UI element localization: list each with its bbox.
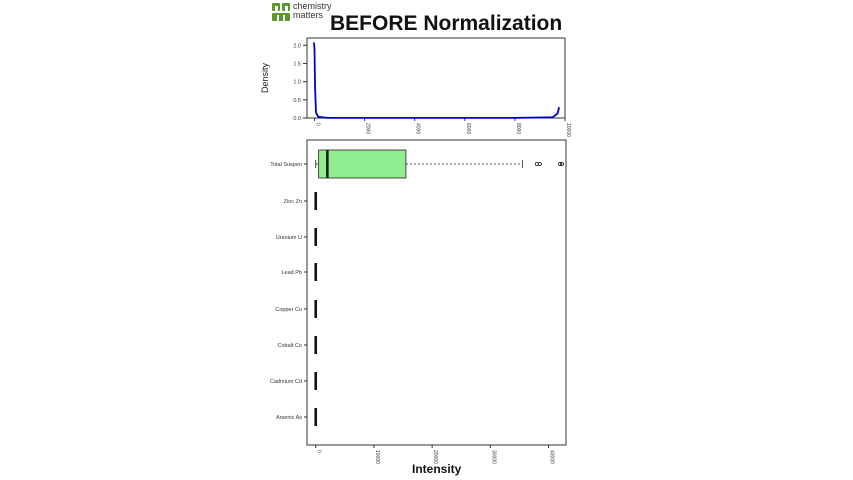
page-title: BEFORE Normalization	[330, 12, 563, 35]
density-y-axis-label: Density	[260, 62, 270, 93]
boxplot-x-tick-label: 0	[316, 450, 322, 453]
boxplot-box	[318, 149, 407, 179]
density-x-tick-label: 10000	[565, 123, 571, 137]
boxplot-frame	[306, 139, 567, 446]
boxplot-x-tick-label: 10000	[374, 450, 380, 464]
boxplot-category-label: Arsenic As	[276, 415, 302, 421]
boxplot-category-label: Cadmium Cd	[270, 379, 302, 385]
boxplot-chart: 0 10000 20000 30000 40000 Total Suspen Zinc Zn…	[270, 139, 567, 464]
density-x-tick-label: 2000	[365, 123, 371, 134]
boxplot-x-tick-label: 20000	[432, 450, 438, 464]
density-y-tick-label: 2.0	[293, 43, 301, 49]
density-x-tick-label: 4000	[415, 123, 421, 134]
density-plot-frame	[306, 37, 566, 119]
density-y-tick-label: 0.0	[293, 116, 301, 122]
boxplot-category-label: Total Suspen	[270, 162, 302, 168]
density-y-tick-label: 1.5	[293, 61, 301, 67]
density-y-tick-label: 1.0	[293, 80, 301, 86]
boxplot-x-tick-label: 40000	[549, 450, 555, 464]
density-series-line	[313, 42, 560, 119]
boxplot-x-axis-label: Intensity	[412, 462, 462, 476]
boxplot-outlier	[558, 161, 563, 166]
boxplot-category-label: Cobalt Co	[278, 343, 302, 349]
logo-line2: matters	[293, 10, 324, 20]
chemistry-matters-logo-icon	[272, 3, 290, 21]
boxplot-category-label: Lead Pb	[282, 270, 303, 276]
logo: chemistry matters	[272, 2, 342, 24]
boxplot-category-label: Zinc Zn	[284, 199, 302, 205]
density-chart: 0.0 0.5 1.0 1.5 2.0 0 2000 4000 6000 8000 10000 Den…	[260, 37, 571, 137]
logo-text: chemistry matters	[293, 2, 332, 20]
density-x-tick-label: 0	[315, 123, 321, 126]
boxplot-outlier	[559, 161, 564, 166]
boxplot-category-label: Uranium U	[276, 235, 302, 241]
density-y-tick-label: 0.5	[293, 98, 301, 104]
boxplot-x-tick-label: 30000	[490, 450, 496, 464]
density-x-tick-label: 6000	[465, 123, 471, 134]
boxplot-outlier	[537, 161, 542, 166]
boxplot-category-label: Copper Cu	[275, 307, 302, 313]
logo-line1: chemistry	[293, 1, 332, 11]
density-x-tick-label: 8000	[515, 123, 521, 134]
